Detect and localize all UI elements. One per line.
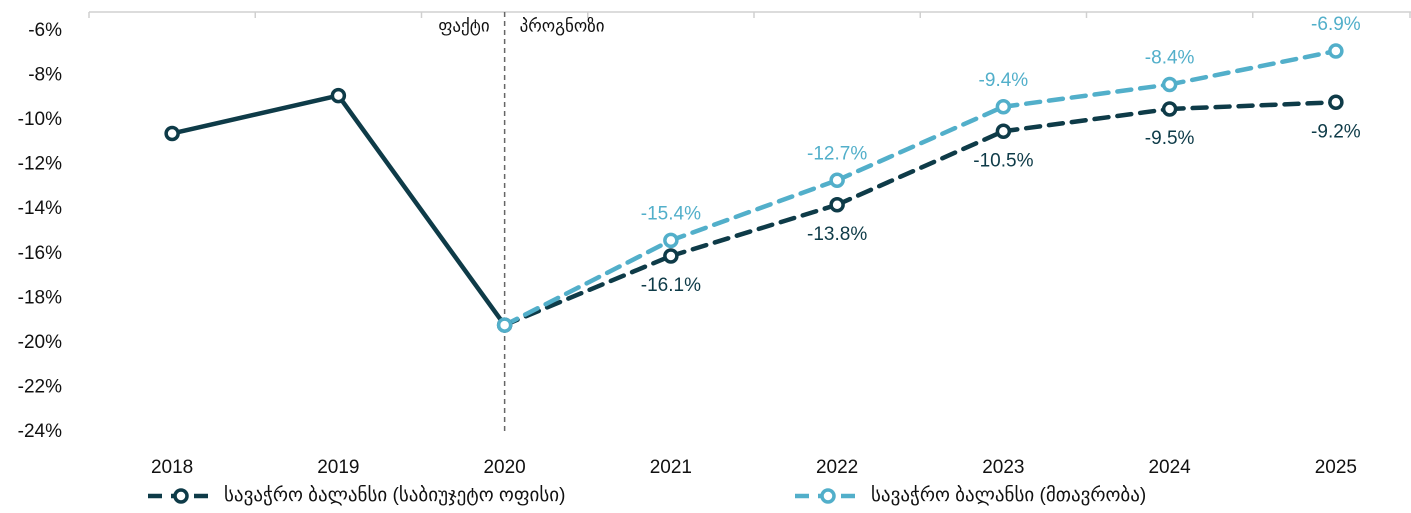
x-tick-label: 2021 [650, 457, 692, 478]
y-tick-label: -10% [18, 109, 62, 130]
marker [995, 123, 1012, 139]
y-tick-label: -16% [18, 243, 62, 264]
x-tick-label: 2019 [317, 457, 359, 478]
divider-right-label: პროგნოზი [520, 16, 605, 35]
x-tick-label: 2020 [483, 457, 525, 478]
y-tick-label: -8% [28, 65, 62, 86]
data-label: -12.7% [807, 143, 867, 164]
data-label: -13.8% [807, 224, 867, 245]
y-tick-label: -22% [18, 376, 62, 397]
x-tick-label: 2024 [1148, 457, 1191, 478]
marker [663, 232, 679, 249]
line-segment [1001, 106, 1172, 134]
y-tick-label: -24% [18, 421, 62, 442]
marker [1161, 76, 1178, 93]
y-tick-label: -12% [18, 154, 62, 175]
legend-label: სავაჭრო ბალანსი (საბიუჯეტო ოფისი) [224, 484, 565, 506]
data-label: -15.4% [641, 203, 701, 224]
x-tick-label: 2023 [982, 457, 1024, 478]
marker [496, 317, 513, 333]
y-tick-label: -20% [18, 332, 62, 353]
marker [1161, 101, 1178, 117]
line-segment [834, 129, 1006, 208]
marker [1328, 94, 1344, 111]
marker [995, 98, 1012, 115]
line-segment [1167, 48, 1339, 87]
data-label: -6.9% [1311, 14, 1361, 35]
legend-marker [820, 488, 836, 504]
line-segment [668, 178, 840, 243]
line-segment [1167, 100, 1339, 112]
divider-left-label: ფაქტი [438, 16, 489, 35]
y-tick-label: -18% [18, 287, 62, 308]
data-label: -8.4% [1145, 47, 1195, 68]
marker [829, 172, 845, 189]
marker [164, 125, 180, 142]
legend-label: სავაჭრო ბალანსი (მთავრობა) [871, 484, 1146, 506]
y-tick-label: -6% [28, 20, 62, 41]
data-label: -9.4% [979, 70, 1029, 91]
data-label: -9.2% [1311, 121, 1361, 142]
x-tick-label: 2025 [1315, 457, 1357, 478]
line-segment [1001, 82, 1172, 109]
data-label: -16.1% [641, 275, 701, 296]
line-segment [169, 93, 341, 136]
line-segment [668, 202, 840, 259]
marker [1328, 43, 1344, 59]
data-label: -10.5% [973, 150, 1033, 171]
y-tick-label: -14% [18, 198, 62, 219]
line-segment [502, 253, 674, 328]
legend-marker [173, 488, 189, 504]
x-tick-label: 2018 [151, 457, 193, 478]
line-segment [336, 93, 507, 328]
marker [829, 197, 845, 213]
line-segment [502, 238, 674, 328]
x-tick-label: 2022 [816, 457, 858, 478]
line-segment [834, 104, 1006, 183]
marker [663, 248, 679, 264]
marker [330, 87, 347, 104]
data-label: -9.5% [1145, 128, 1195, 149]
